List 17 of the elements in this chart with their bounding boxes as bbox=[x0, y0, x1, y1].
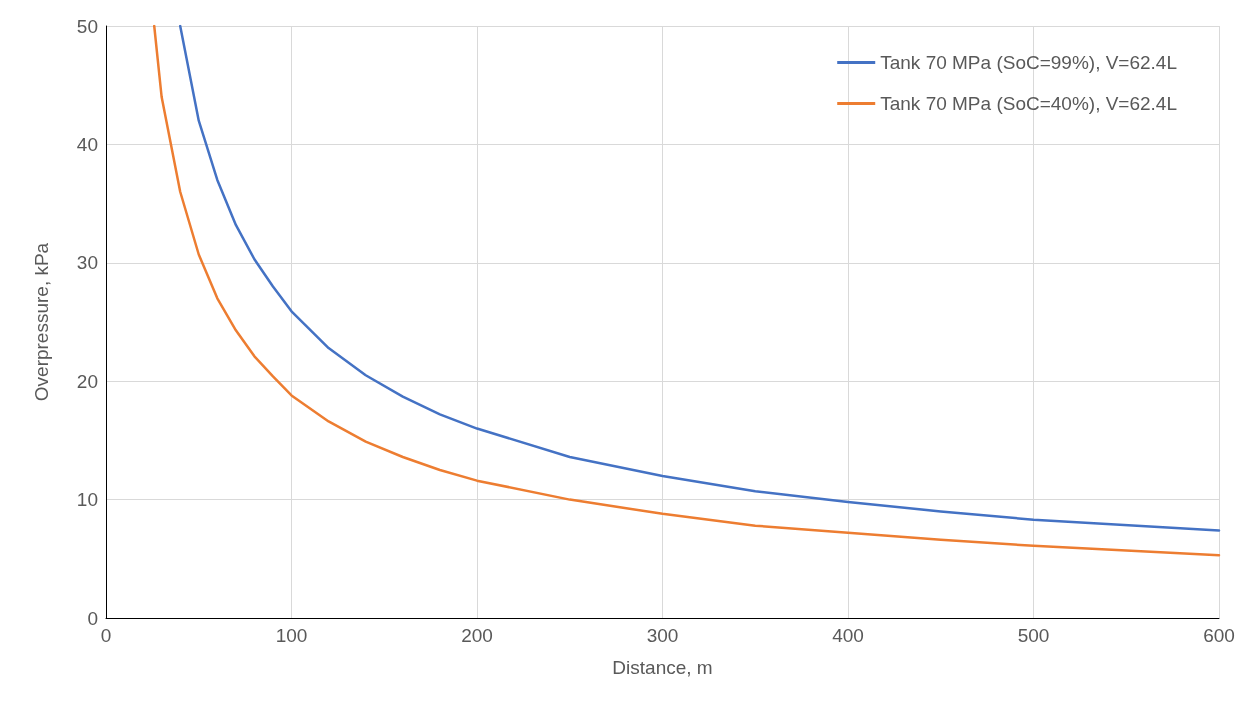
y-tick-label: 20 bbox=[76, 370, 98, 392]
x-tick-label: 400 bbox=[832, 625, 864, 646]
y-tick-label: 40 bbox=[76, 133, 98, 155]
y-tick-label: 30 bbox=[76, 252, 98, 274]
x-tick-label: 600 bbox=[1203, 625, 1235, 646]
x-tick-label: 0 bbox=[100, 625, 112, 646]
legend-label: Tank 70 MPa (SoC=99%), V=62.4L bbox=[880, 52, 1178, 73]
x-tick-label: 200 bbox=[461, 625, 493, 646]
y-tick-label: 10 bbox=[76, 489, 98, 511]
y-tick-label: 0 bbox=[87, 607, 98, 629]
y-tick-label: 50 bbox=[76, 15, 98, 37]
x-axis-title: Distance, m bbox=[612, 657, 713, 678]
x-tick-label: 300 bbox=[646, 625, 679, 646]
legend-label: Tank 70 MPa (SoC=40%), V=62.4L bbox=[880, 93, 1178, 114]
y-axis-title: Overpressure, kPa bbox=[31, 242, 52, 402]
x-tick-label: 100 bbox=[275, 625, 308, 646]
x-tick-label: 500 bbox=[1017, 625, 1050, 646]
